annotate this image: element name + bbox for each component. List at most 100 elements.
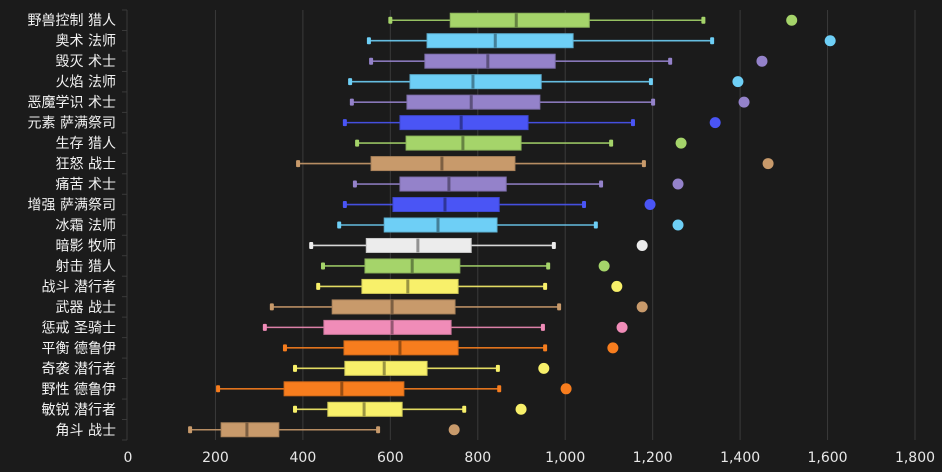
box-group [262,319,628,335]
outlier-point [824,35,836,47]
category-label: 恶魔学识 术士 [28,95,116,111]
outlier-point [538,362,550,374]
whisker-cap-high [609,139,614,147]
category-label: 毁灭 术士 [56,54,116,70]
outlier-point [636,239,648,251]
x-tick-label: 200 [202,450,229,466]
iqr-box [331,299,456,315]
x-tick-label: 400 [290,450,317,466]
outlier-point [636,301,648,313]
iqr-box [426,33,574,49]
outlier-point [607,342,619,354]
iqr-box [449,12,590,28]
iqr-box [283,381,405,397]
category-label: 增强 萨满祭司 [28,198,116,214]
box-group [342,115,721,131]
median-line [493,33,497,48]
median-line [514,13,518,28]
box-group [188,422,460,438]
category-label: 射击 猎人 [56,259,116,275]
iqr-box [406,94,541,110]
category-label: 战斗 潜行者 [42,279,116,295]
category-label: 敏锐 潜行者 [42,402,116,418]
box-group [282,340,619,356]
category-label: 狂怒 战士 [56,157,116,173]
median-line [406,279,410,294]
whisker-cap-low [369,57,374,65]
whisker-cap-high [540,323,545,331]
category-label: 暗影 牧师 [56,238,116,254]
median-line [340,381,344,396]
whisker-cap-high [651,98,656,106]
category-label: 火焰 法师 [56,75,116,91]
outlier-point [738,96,750,108]
whisker-cap-low [366,37,371,45]
x-tick-label: 1,600 [808,450,848,466]
x-axis-ticks: 0 200 400 600 800 1,000 1,200 1,400 1,600 1,800 [124,450,936,466]
iqr-box [361,278,459,294]
median-line [362,402,366,417]
median-line [469,95,473,110]
median-line [443,197,447,212]
outlier-point [709,117,721,129]
iqr-box [399,176,507,192]
box-group [321,258,610,274]
category-label: 痛苦 术士 [56,176,116,193]
median-line [410,258,414,273]
outlier-point [786,14,798,26]
whisker-cap-high [462,405,467,413]
category-label: 奇袭 潜行者 [42,360,116,377]
outlier-point [762,158,774,170]
whisker-cap-low [316,282,321,290]
box-group [369,53,768,69]
category-label: 野兽控制 猎人 [28,13,116,29]
category-label: 武器 战士 [56,300,116,316]
box-group [293,401,527,417]
x-tick-label: 1,800 [895,450,935,466]
outlier-point [672,178,684,190]
whisker-cap-low [262,323,267,331]
whisker-cap-high [668,57,673,65]
box-group [342,197,656,213]
whisker-cap-high [543,282,548,290]
median-line [390,299,394,314]
category-label: 野性 德鲁伊 [42,382,116,398]
whisker-cap-high [582,201,587,209]
median-line [459,115,463,130]
whisker-cap-high [497,385,502,393]
median-line [436,218,440,232]
category-label: 元素 萨满祭司 [28,116,116,132]
whisker-cap-high [648,78,653,86]
outlier-point [515,403,527,415]
median-line [461,136,465,151]
category-label: 惩戒 圣骑士 [42,320,116,336]
whisker-cap-high [551,241,556,249]
median-line [390,320,394,335]
whisker-cap-low [309,241,314,249]
outlier-point [598,260,610,272]
outlier-point [448,424,460,436]
whisker-cap-high [701,16,706,24]
whisker-cap-low [188,426,193,434]
whisker-cap-low [342,119,347,127]
category-label: 冰霜 法师 [56,218,116,234]
box-group [355,135,687,151]
whisker-cap-high [710,37,715,45]
outlier-point [675,137,687,149]
box-group [316,278,623,294]
iqr-box [344,360,428,376]
whisker-cap-low [352,180,357,188]
whisker-cap-low [388,16,393,24]
category-label: 角斗 战士 [56,423,116,439]
median-line [245,422,249,437]
whisker-cap-low [216,385,221,393]
iqr-box [424,53,556,69]
box-group [269,299,648,315]
box-group [337,217,684,233]
whisker-cap-high [376,426,381,434]
box-group [352,176,684,192]
whisker-cap-high [557,303,562,311]
median-line [416,238,420,253]
